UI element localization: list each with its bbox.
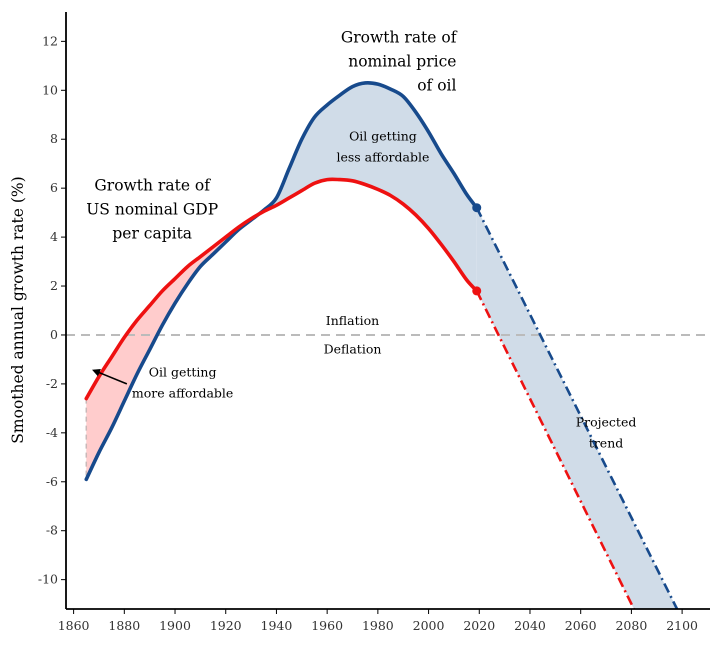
annotation-text: nominal price bbox=[348, 53, 456, 71]
annotation-text: less affordable bbox=[336, 149, 429, 164]
oil-end-marker bbox=[472, 203, 482, 213]
x-tick-label: 2060 bbox=[565, 618, 597, 633]
fill-region-gdp-above-0 bbox=[86, 215, 258, 480]
affordability-arrow bbox=[92, 369, 128, 385]
y-tick-label: -6 bbox=[46, 474, 58, 489]
y-tick-label: 8 bbox=[50, 131, 58, 146]
x-tick-label: 1880 bbox=[108, 618, 140, 633]
fill-region-projected bbox=[476, 207, 678, 609]
x-tick-label: 2100 bbox=[666, 618, 698, 633]
annotation-text: of oil bbox=[417, 77, 456, 95]
series-line-oil-price bbox=[84, 81, 479, 482]
y-tick-label: 0 bbox=[50, 327, 58, 342]
x-tick-label: 1980 bbox=[362, 618, 394, 633]
y-tick-label: -4 bbox=[46, 425, 58, 440]
annotation-text: Growth rate of bbox=[94, 177, 211, 195]
annotation-text: Projected bbox=[576, 415, 637, 430]
annotation-text: US nominal GDP bbox=[86, 201, 218, 219]
y-tick-label: 12 bbox=[42, 33, 58, 48]
x-tick-label: 2000 bbox=[413, 618, 445, 633]
fill-region-oil-above-1 bbox=[257, 82, 477, 291]
series-line-gdp bbox=[84, 177, 479, 401]
x-tick-label: 1860 bbox=[58, 618, 90, 633]
annotation-text: Oil getting bbox=[349, 128, 417, 143]
annotation-text: more affordable bbox=[132, 386, 233, 401]
x-tick-label: 1960 bbox=[311, 618, 343, 633]
series-line-gdp-projected bbox=[475, 290, 636, 610]
x-tick-label: 1940 bbox=[261, 618, 293, 633]
annotation-text: Deflation bbox=[324, 341, 382, 356]
y-tick-label: -10 bbox=[38, 572, 58, 587]
y-axis-label: Smoothed annual growth rate (%) bbox=[9, 176, 27, 443]
annotation-text: Growth rate of bbox=[341, 29, 458, 47]
y-tick-label: -2 bbox=[46, 376, 58, 391]
annotation-text: trend bbox=[589, 436, 623, 451]
y-tick-label: 6 bbox=[50, 180, 58, 195]
x-tick-label: 1900 bbox=[159, 618, 191, 633]
y-tick-label: 10 bbox=[42, 82, 58, 97]
gdp-end-marker bbox=[472, 286, 482, 296]
x-tick-label: 1920 bbox=[210, 618, 242, 633]
x-tick-label: 2080 bbox=[615, 618, 647, 633]
annotation-text: Inflation bbox=[326, 313, 379, 328]
x-tick-label: 2020 bbox=[463, 618, 495, 633]
y-tick-label: -8 bbox=[46, 523, 58, 538]
y-tick-label: 2 bbox=[50, 278, 58, 293]
series-line-oil-projected bbox=[475, 207, 679, 610]
annotation-text: per capita bbox=[112, 225, 192, 243]
y-tick-label: 4 bbox=[50, 229, 58, 244]
annotation-text: Oil getting bbox=[149, 365, 217, 380]
x-tick-label: 2040 bbox=[514, 618, 546, 633]
